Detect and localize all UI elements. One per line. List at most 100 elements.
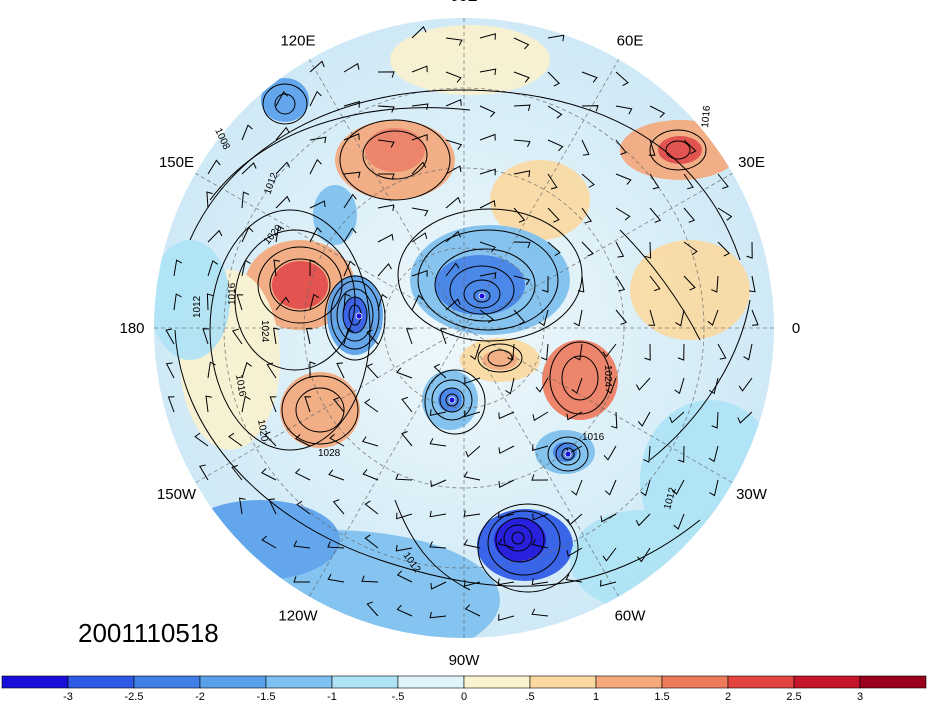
wind-barb bbox=[336, 362, 345, 379]
wind-barb bbox=[675, 309, 685, 327]
colorbar-swatch bbox=[265, 675, 333, 689]
wind-barb bbox=[599, 579, 617, 587]
longitude-label: 90W bbox=[449, 652, 481, 669]
colorbar-swatch bbox=[67, 675, 135, 689]
wind-barb bbox=[433, 363, 447, 379]
colorbar-tick-label: -2.5 bbox=[125, 691, 144, 702]
wind-barb bbox=[294, 434, 311, 447]
wind-barb bbox=[479, 272, 497, 279]
longitude-label: 60W bbox=[615, 608, 647, 625]
wind-barb bbox=[364, 534, 379, 549]
colorbar-swatch bbox=[727, 675, 795, 689]
wind-barb bbox=[615, 139, 627, 155]
wind-barb bbox=[343, 171, 361, 179]
wind-barb bbox=[635, 377, 651, 391]
wind-barb bbox=[173, 293, 182, 311]
colorbar-tick-label: -3 bbox=[63, 691, 73, 702]
wind-barb bbox=[581, 71, 598, 83]
wind-barb bbox=[395, 544, 413, 552]
wind-barb bbox=[605, 377, 617, 394]
wind-barb bbox=[547, 139, 564, 152]
wind-barb bbox=[327, 573, 345, 583]
wind-barb bbox=[411, 207, 429, 217]
wind-barb bbox=[711, 411, 719, 429]
wind-barb bbox=[396, 570, 413, 583]
longitude-label: 0 bbox=[792, 320, 800, 337]
wind-barb bbox=[513, 71, 530, 83]
longitude-label: 60E bbox=[617, 33, 644, 50]
wind-barb bbox=[205, 395, 212, 413]
wind-barb bbox=[505, 377, 515, 395]
wind-barb bbox=[377, 204, 395, 211]
wind-barb bbox=[479, 200, 496, 209]
wind-barb bbox=[275, 296, 290, 311]
wind-barb bbox=[602, 343, 617, 358]
wind-barb bbox=[343, 62, 360, 73]
wind-barb bbox=[309, 136, 327, 144]
wind-barb bbox=[260, 468, 277, 481]
colorbar-swatch bbox=[661, 675, 729, 689]
wind-barb bbox=[273, 327, 280, 345]
colorbar-tick-label: -1.5 bbox=[257, 691, 276, 702]
wind-barb bbox=[228, 432, 243, 447]
isobar-label: 1012 bbox=[192, 295, 203, 318]
wind-barb bbox=[343, 227, 357, 243]
wind-barb bbox=[532, 411, 549, 422]
wind-barb bbox=[708, 377, 719, 395]
wind-barb bbox=[708, 445, 719, 463]
wind-barb bbox=[309, 158, 322, 175]
wind-barb bbox=[464, 604, 481, 617]
wind-barb bbox=[547, 71, 561, 87]
colorbar-tick-label: -.5 bbox=[392, 691, 405, 702]
wind-barb bbox=[498, 479, 515, 488]
wind-barb bbox=[581, 173, 595, 188]
wind-barb bbox=[532, 513, 549, 521]
wind-barb bbox=[266, 362, 277, 379]
wind-barb bbox=[464, 410, 481, 418]
wind-barb bbox=[565, 573, 583, 583]
isobar-label: 1016 bbox=[227, 282, 238, 305]
wind-barb bbox=[498, 445, 515, 455]
wind-barb bbox=[479, 133, 496, 141]
wind-barb bbox=[275, 126, 290, 141]
wind-barb bbox=[445, 98, 462, 107]
wind-barb bbox=[309, 361, 316, 379]
wind-barb bbox=[378, 173, 395, 180]
colorbar-swatch bbox=[1, 675, 69, 689]
wind-barb bbox=[411, 26, 427, 39]
wind-barb bbox=[635, 513, 651, 527]
wind-barb bbox=[644, 343, 651, 361]
wind-barb bbox=[643, 445, 651, 463]
wind-barb bbox=[479, 33, 496, 40]
wind-barb bbox=[737, 411, 753, 424]
wind-barb bbox=[275, 91, 289, 107]
wind-barb bbox=[396, 604, 413, 617]
wind-barb bbox=[445, 230, 461, 243]
wind-barb bbox=[672, 479, 685, 495]
low-centres bbox=[355, 292, 572, 458]
wind-barb bbox=[411, 269, 428, 277]
wind-barb bbox=[411, 65, 428, 73]
wind-barb bbox=[207, 361, 216, 379]
colorbar-swatch bbox=[133, 675, 201, 689]
wind-barb bbox=[531, 578, 549, 586]
wind-barb bbox=[513, 207, 526, 223]
wind-barb bbox=[293, 540, 311, 549]
longitude-label: 180 bbox=[119, 320, 144, 337]
wind-barb bbox=[377, 293, 388, 311]
wind-barb bbox=[603, 445, 617, 461]
wind-barb bbox=[498, 411, 515, 420]
wind-barb bbox=[673, 513, 685, 530]
wind-barb bbox=[430, 479, 447, 488]
wind-barb bbox=[440, 328, 447, 345]
wind-barb bbox=[513, 275, 531, 286]
wind-barb bbox=[532, 444, 549, 451]
wind-barb bbox=[362, 469, 379, 481]
wind-barb bbox=[738, 377, 753, 392]
wind-barb bbox=[574, 343, 583, 361]
wind-barb bbox=[241, 191, 250, 209]
wind-barb bbox=[479, 105, 496, 118]
wind-barb bbox=[709, 479, 719, 497]
wind-barb bbox=[581, 105, 599, 112]
isobar-label: 1016 bbox=[582, 432, 605, 443]
